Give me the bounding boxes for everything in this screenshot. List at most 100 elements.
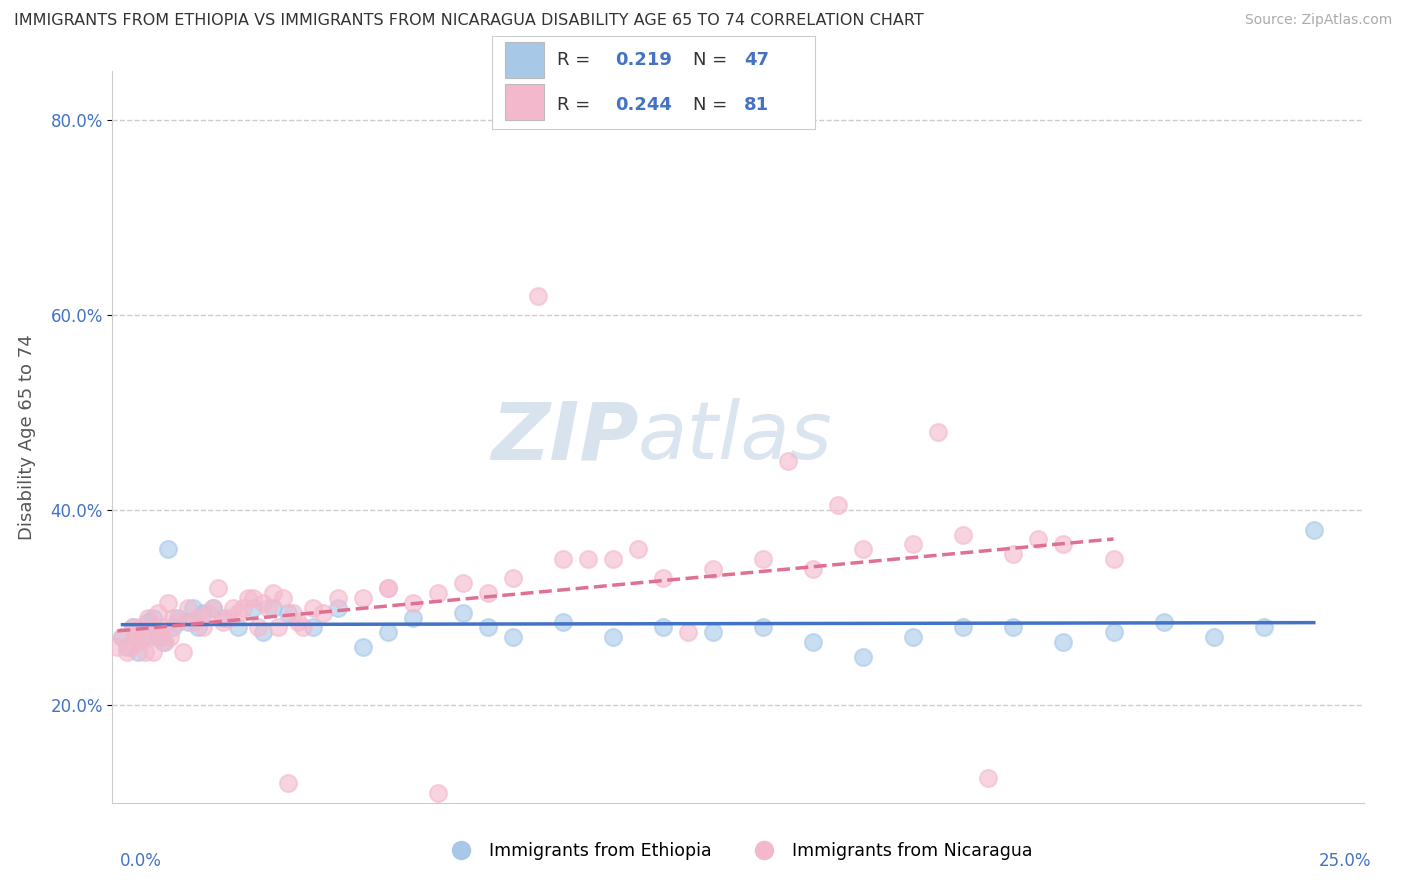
Text: 0.219: 0.219: [614, 51, 672, 69]
Point: [377, 581, 399, 595]
Point: [852, 649, 875, 664]
Point: [187, 620, 209, 634]
Text: ZIP: ZIP: [491, 398, 638, 476]
Point: [903, 630, 925, 644]
Text: N =: N =: [693, 51, 733, 69]
Point: [139, 630, 162, 644]
Point: [1002, 620, 1025, 634]
Point: [752, 620, 775, 634]
Point: [146, 630, 169, 644]
Point: [852, 542, 875, 557]
Point: [1202, 630, 1225, 644]
Point: [117, 640, 139, 654]
Point: [652, 572, 675, 586]
Point: [702, 562, 724, 576]
Point: [134, 645, 156, 659]
Point: [166, 615, 188, 630]
Bar: [505, 85, 544, 120]
Point: [121, 620, 143, 634]
Point: [226, 606, 249, 620]
Point: [172, 645, 194, 659]
Point: [801, 635, 824, 649]
Point: [952, 620, 974, 634]
Point: [141, 610, 163, 624]
Text: R =: R =: [557, 96, 596, 114]
Point: [1102, 625, 1125, 640]
Text: N =: N =: [693, 96, 733, 114]
Point: [727, 815, 749, 830]
Point: [131, 630, 153, 644]
Point: [143, 620, 166, 634]
Point: [1052, 537, 1074, 551]
Text: IMMIGRANTS FROM ETHIOPIA VS IMMIGRANTS FROM NICARAGUA DISABILITY AGE 65 TO 74 CO: IMMIGRANTS FROM ETHIOPIA VS IMMIGRANTS F…: [14, 13, 924, 29]
Point: [576, 552, 599, 566]
Point: [127, 645, 149, 659]
Point: [502, 572, 524, 586]
Point: [952, 527, 974, 541]
Point: [187, 610, 209, 624]
Point: [149, 630, 172, 644]
Point: [451, 606, 474, 620]
Text: Source: ZipAtlas.com: Source: ZipAtlas.com: [1244, 13, 1392, 28]
Point: [141, 645, 163, 659]
Point: [927, 425, 949, 440]
Point: [201, 600, 224, 615]
Point: [246, 620, 269, 634]
Point: [242, 600, 264, 615]
Point: [166, 610, 188, 624]
Point: [153, 635, 176, 649]
Point: [402, 610, 425, 624]
Point: [111, 630, 134, 644]
Point: [627, 542, 650, 557]
Point: [312, 606, 335, 620]
Point: [107, 640, 129, 654]
Point: [152, 635, 174, 649]
Point: [827, 499, 849, 513]
Point: [131, 630, 153, 644]
Point: [326, 600, 349, 615]
Point: [426, 786, 449, 800]
Point: [551, 615, 574, 630]
Point: [602, 552, 624, 566]
Point: [652, 620, 675, 634]
Point: [162, 610, 184, 624]
Text: 81: 81: [744, 96, 769, 114]
Point: [117, 645, 139, 659]
Point: [277, 606, 299, 620]
Point: [1102, 552, 1125, 566]
Point: [702, 625, 724, 640]
Bar: [505, 42, 544, 78]
Point: [1002, 547, 1025, 561]
Point: [301, 620, 323, 634]
Point: [801, 562, 824, 576]
Point: [252, 596, 274, 610]
Point: [352, 591, 374, 605]
Point: [271, 591, 294, 605]
Point: [281, 606, 304, 620]
Point: [129, 620, 152, 634]
Text: 25.0%: 25.0%: [1319, 852, 1371, 870]
Point: [242, 591, 264, 605]
Point: [207, 581, 229, 595]
Point: [136, 610, 159, 624]
Point: [217, 610, 239, 624]
Point: [152, 620, 174, 634]
Point: [291, 620, 314, 634]
Point: [226, 620, 249, 634]
Point: [197, 606, 219, 620]
Text: R =: R =: [557, 51, 596, 69]
Point: [176, 600, 198, 615]
Point: [502, 630, 524, 644]
Point: [191, 606, 214, 620]
Point: [262, 600, 284, 615]
Text: 0.244: 0.244: [614, 96, 672, 114]
Point: [118, 640, 141, 654]
Point: [352, 640, 374, 654]
Point: [1052, 635, 1074, 649]
Point: [451, 576, 474, 591]
Point: [326, 591, 349, 605]
Point: [1302, 523, 1324, 537]
Point: [191, 620, 214, 634]
Point: [252, 625, 274, 640]
Point: [1153, 615, 1175, 630]
